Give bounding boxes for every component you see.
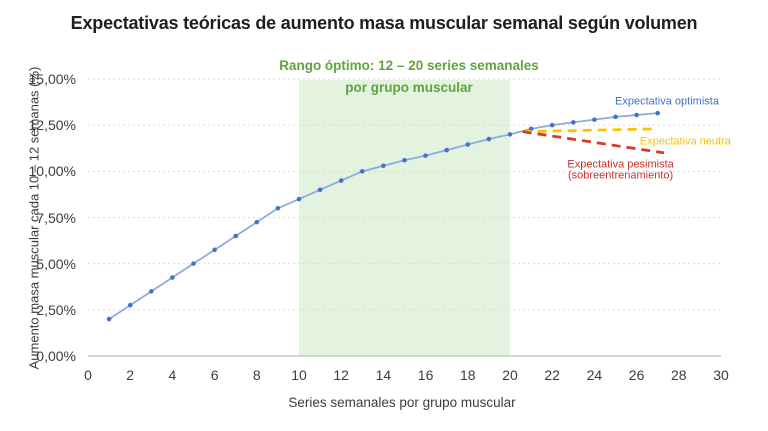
- x-tick-label: 2: [126, 367, 135, 383]
- data-point-optimista: [127, 302, 133, 308]
- x-tick-label: 20: [502, 367, 518, 383]
- chart-title: Expectativas teóricas de aumento masa mu…: [70, 13, 698, 33]
- series-label-line: Expectativa neutra: [639, 134, 731, 147]
- y-tick-label: 12,50%: [28, 117, 76, 134]
- x-tick-label: 30: [713, 367, 729, 383]
- y-tick-label: 0,00%: [36, 348, 76, 364]
- series-label-optimista: Expectativa optimista: [615, 96, 719, 108]
- x-tick-label: 8: [252, 367, 261, 383]
- data-point-optimista: [402, 157, 407, 163]
- data-point-optimista: [423, 153, 428, 158]
- data-point-optimista: [360, 169, 365, 174]
- data-point-optimista: [444, 147, 450, 153]
- x-tick-label: 24: [586, 367, 603, 383]
- y-tick-label: 10,00%: [28, 163, 76, 180]
- data-point-optimista: [296, 196, 302, 202]
- data-point-optimista: [613, 114, 618, 120]
- series-line-pesimista: [522, 130, 665, 155]
- y-tick-label: 2,50%: [36, 301, 76, 318]
- x-tick-label: 14: [375, 367, 392, 383]
- series-label-neutra: Expectativa neutra: [639, 134, 731, 148]
- y-tick-label: 7,50%: [36, 209, 76, 226]
- x-tick-label: 18: [460, 367, 476, 383]
- data-point-optimista: [634, 112, 639, 118]
- x-tick-label: 26: [628, 367, 645, 383]
- data-point-optimista: [549, 122, 555, 128]
- series-label-line: (sobreentrenamiento): [567, 169, 674, 182]
- data-point-optimista: [338, 178, 344, 183]
- y-tick-label: 5,00%: [36, 255, 76, 272]
- x-tick-label: 0: [84, 367, 92, 383]
- data-point-optimista: [254, 219, 260, 225]
- data-point-optimista: [191, 261, 196, 266]
- data-point-optimista: [233, 233, 238, 239]
- data-point-optimista: [507, 132, 513, 137]
- data-point-optimista: [465, 142, 471, 147]
- optimal-range-annotation-line1: Rango óptimo: 12 – 20 series semanales: [279, 58, 539, 73]
- y-tick-label: 15,00%: [28, 71, 76, 87]
- data-point-optimista: [592, 117, 597, 122]
- x-tick-label: 22: [544, 367, 560, 383]
- x-tick-label: 16: [417, 367, 434, 383]
- optimal-range-annotation-line2: por grupo muscular: [345, 80, 473, 95]
- series-label-line: Expectativa optimista: [615, 95, 719, 108]
- data-point-optimista: [275, 205, 281, 211]
- data-point-optimista: [571, 120, 576, 125]
- x-tick-label: 4: [168, 367, 177, 383]
- data-point-optimista: [170, 275, 175, 280]
- x-tick-label: 12: [333, 367, 349, 383]
- data-point-optimista: [381, 163, 386, 169]
- x-axis-title: Series semanales por grupo muscular: [288, 395, 516, 410]
- data-point-optimista: [149, 289, 154, 294]
- series-label-pesimista: Expectativa pesimista (sobreentrenamiento…: [567, 159, 673, 182]
- data-point-optimista: [106, 316, 112, 322]
- series-line-neutra: [522, 127, 658, 134]
- data-point-optimista: [528, 126, 534, 132]
- optimal-range-annotation: Rango óptimo: 12 – 20 series semanales p…: [279, 55, 539, 99]
- data-point-optimista: [486, 136, 492, 142]
- x-tick-label: 6: [210, 367, 219, 383]
- x-tick-label: 28: [671, 367, 687, 383]
- x-tick-label: 10: [291, 367, 307, 383]
- data-point-optimista: [317, 187, 323, 193]
- series-label-line: Expectativa pesimista: [567, 158, 674, 171]
- data-point-optimista: [212, 247, 217, 253]
- data-point-optimista: [655, 110, 660, 116]
